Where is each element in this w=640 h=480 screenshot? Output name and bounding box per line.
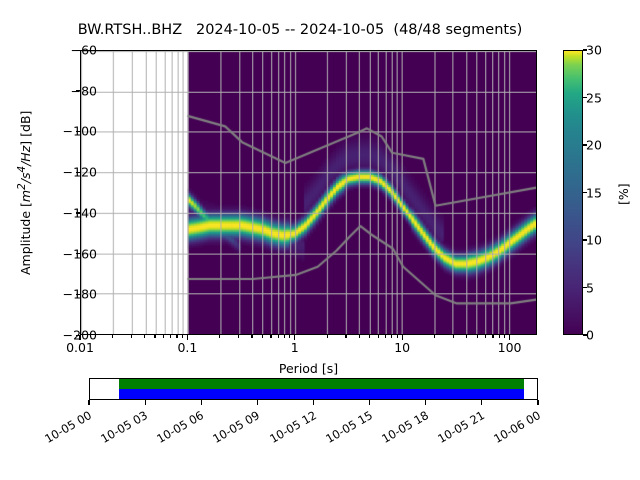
colorbar-tick-mark: [583, 239, 587, 241]
x-axis-tick-mark: [476, 335, 478, 338]
x-axis-tick-mark: [384, 335, 387, 338]
x-axis-tick-mark: [111, 335, 113, 338]
x-axis-tick-mark: [219, 335, 221, 338]
colorbar-gradient: [564, 51, 582, 334]
timeline-tick-mark: [425, 400, 427, 405]
x-axis-tick-mark: [452, 335, 455, 338]
psd-segments-bar: [119, 389, 524, 399]
timeline-tick-mark: [312, 400, 315, 405]
timeline-tick-mark: [88, 400, 90, 405]
y-axis-label: Amplitude [m2/s4/Hz] [dB]: [16, 110, 34, 275]
x-axis-tick-mark: [508, 335, 511, 340]
noise-model-curves: [81, 51, 536, 334]
y-axis-tick-mark: [76, 171, 80, 173]
y-axis-tick-mark: [76, 130, 80, 133]
x-axis-tick-mark: [154, 335, 156, 338]
colorbar-tick-mark: [583, 96, 587, 99]
ppsd-plot-area: [80, 50, 537, 335]
x-axis-tick-mark: [261, 335, 264, 338]
x-axis-tick-mark: [401, 335, 403, 340]
x-axis-tick-mark: [326, 335, 328, 338]
timeline-tick-label: 10-05 18: [378, 408, 431, 446]
x-axis-tick-mark: [130, 335, 132, 338]
timeline-tick-mark: [200, 400, 202, 405]
colorbar-tick-mark: [583, 334, 587, 336]
colorbar-tick-label: 15: [586, 185, 602, 200]
x-axis-tick-label: 1: [290, 340, 299, 355]
x-axis-tick-mark: [492, 335, 494, 338]
timeline-tick-label: 10-05 12: [266, 408, 319, 446]
timeline-tick-label: 10-06 00: [491, 408, 543, 446]
x-axis-tick-mark: [283, 335, 285, 338]
x-axis-tick-label: 100: [497, 340, 522, 355]
x-axis-tick-mark: [504, 335, 506, 338]
x-axis-tick-mark: [289, 335, 291, 338]
x-axis-tick-mark: [277, 335, 279, 338]
colorbar-tick-mark: [583, 144, 587, 146]
colorbar: [563, 50, 583, 335]
x-axis-tick-label: 0.01: [66, 340, 94, 355]
timeline-coverage-box: [89, 378, 538, 400]
colorbar-tick-label: 5: [586, 280, 594, 295]
colorbar-tick-mark: [583, 49, 587, 51]
colorbar-tick-label: 25: [586, 90, 602, 105]
colorbar-tick-mark: [583, 286, 587, 289]
x-axis-tick-mark: [181, 335, 184, 338]
x-axis-tick-mark: [251, 335, 253, 338]
timeline-tick-label: 10-05 03: [98, 408, 151, 446]
x-axis-tick-mark: [345, 335, 347, 338]
x-axis-tick-mark: [433, 335, 436, 338]
x-axis-tick-label: 0.1: [177, 340, 198, 355]
page-title: BW.RTSH..BHZ 2024-10-05 -- 2024-10-05 (4…: [77, 22, 523, 38]
timeline-tick-label: 10-05 09: [210, 408, 263, 446]
x-axis-tick-mark: [396, 335, 398, 338]
y-axis-tick-mark: [76, 253, 80, 255]
x-axis-label: Period [s]: [278, 361, 339, 376]
y-axis-tick-mark: [76, 212, 80, 214]
data-coverage-bar: [119, 379, 524, 389]
y-axis-tick-mark: [76, 334, 80, 336]
x-axis-tick-mark: [358, 335, 361, 338]
timeline-tick-label: 10-05 06: [154, 408, 207, 446]
y-axis-tick-label: −60: [70, 42, 97, 58]
x-axis-tick-label: 10: [394, 340, 411, 355]
x-axis-tick-mark: [485, 335, 487, 338]
timeline-tick-label: 10-05 21: [435, 408, 487, 446]
timeline-tick-label: 10-05 15: [322, 408, 375, 446]
colorbar-tick-label: 30: [586, 42, 602, 58]
x-axis-tick-mark: [294, 335, 296, 340]
x-axis-tick-mark: [144, 335, 146, 338]
x-axis-tick-mark: [186, 335, 188, 340]
x-axis-tick-mark: [162, 335, 165, 338]
x-axis-tick-mark: [466, 335, 468, 338]
x-axis-tick-mark: [391, 335, 393, 338]
colorbar-label: [%]: [616, 183, 631, 205]
x-axis-tick-mark: [170, 335, 172, 338]
y-axis-tick-mark: [76, 90, 80, 92]
x-axis-tick-mark: [176, 335, 178, 338]
x-axis-tick-mark: [369, 335, 371, 338]
y-axis-tick-mark: [76, 49, 80, 51]
timeline-tick-mark: [144, 400, 146, 405]
x-axis-tick-mark: [238, 335, 240, 338]
colorbar-tick-label: 10: [586, 232, 602, 248]
y-axis-tick-label: −80: [70, 83, 97, 99]
timeline-tick-label: 10-05 00: [42, 408, 94, 446]
x-axis-tick-mark: [270, 335, 272, 338]
x-axis-tick-mark: [377, 335, 379, 338]
timeline-tick-mark: [537, 400, 539, 405]
colorbar-tick-mark: [583, 191, 587, 194]
timeline-tick-mark: [256, 400, 258, 405]
y-axis-tick-mark: [76, 293, 80, 295]
colorbar-tick-label: 0: [586, 327, 594, 343]
x-axis-tick-mark: [79, 335, 81, 340]
timeline-tick-mark: [481, 400, 483, 405]
x-axis-tick-mark: [498, 335, 500, 338]
colorbar-tick-label: 20: [586, 137, 602, 153]
timeline-tick-mark: [369, 400, 371, 405]
